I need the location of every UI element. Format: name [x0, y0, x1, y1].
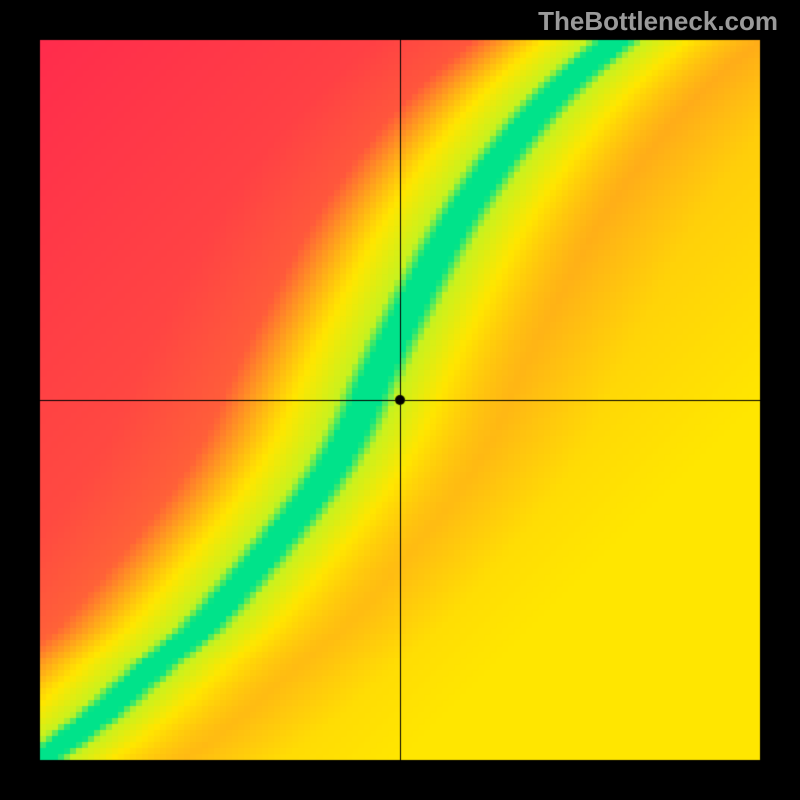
watermark-text: TheBottleneck.com [538, 6, 778, 37]
chart-container: TheBottleneck.com [0, 0, 800, 800]
heatmap-canvas [0, 0, 800, 800]
